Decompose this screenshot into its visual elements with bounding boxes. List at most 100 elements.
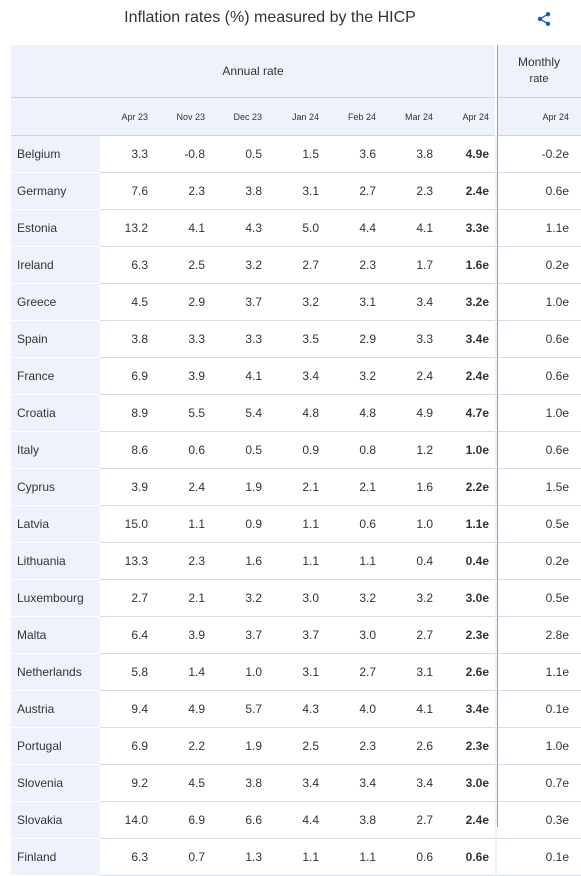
latest-annual-rate-cell: 2.3e: [439, 616, 498, 654]
monthly-rate-cell: 0.1e: [496, 838, 581, 876]
annual-rate-cell: 4.3: [268, 690, 325, 728]
annual-rate-cell: 5.0: [268, 209, 325, 247]
annual-rate-cell: 6.3: [100, 838, 154, 876]
table-row: Malta 6.4 3.9 3.7 3.7 3.0 2.7 2.3e 2.8e: [11, 616, 581, 654]
annual-rate-cell: 0.5: [211, 135, 268, 173]
annual-rate-cell: 3.3: [211, 320, 268, 358]
table-row: Italy 8.6 0.6 0.5 0.9 0.8 1.2 1.0e 0.6e: [11, 431, 581, 469]
table-row: Slovenia 9.2 4.5 3.8 3.4 3.4 3.4 3.0e 0.7e: [11, 764, 581, 802]
country-cell: Latvia: [11, 505, 100, 543]
annual-rate-cell: 2.9: [325, 320, 382, 358]
latest-annual-rate-cell: 4.7e: [439, 394, 498, 432]
column-header-monthly-date: Apr 24: [496, 97, 581, 136]
annual-rate-cell: 1.1: [268, 542, 325, 580]
annual-rate-cell: 4.9: [382, 394, 439, 432]
annual-rate-cell: 0.8: [325, 431, 382, 469]
annual-rate-cell: 3.9: [154, 616, 211, 654]
annual-rate-cell: 2.1: [325, 468, 382, 506]
table-row: France 6.9 3.9 4.1 3.4 3.2 2.4 2.4e 0.6e: [11, 357, 581, 395]
annual-rate-label: Annual rate: [222, 64, 284, 78]
table-row: Greece 4.5 2.9 3.7 3.2 3.1 3.4 3.2e 1.0e: [11, 283, 581, 321]
annual-rate-cell: 4.8: [268, 394, 325, 432]
monthly-rate-cell: 0.3e: [496, 801, 581, 839]
annual-rate-cell: 2.4: [382, 357, 439, 395]
latest-annual-rate-cell: 4.9e: [439, 135, 498, 173]
annual-rate-cell: 6.3: [100, 246, 154, 284]
annual-rate-cell: 2.3: [154, 542, 211, 580]
annual-rate-cell: 6.6: [211, 801, 268, 839]
monthly-rate-cell: 0.1e: [496, 690, 581, 728]
table-row: Belgium 3.3 -0.8 0.5 1.5 3.6 3.8 4.9e -0.2e: [11, 135, 581, 173]
annual-rate-cell: 2.3: [382, 172, 439, 210]
country-cell: Slovenia: [11, 764, 100, 802]
annual-rate-cell: 3.4: [382, 764, 439, 802]
annual-rate-cell: 3.2: [325, 357, 382, 395]
annual-rate-cell: 8.6: [100, 431, 154, 469]
page-title: Inflation rates (%) measured by the HICP: [124, 9, 416, 26]
monthly-rate-cell: 1.0e: [496, 394, 581, 432]
monthly-rate-label-line1: Monthly: [518, 55, 561, 69]
annual-rate-cell: 9.4: [100, 690, 154, 728]
annual-rate-cell: 8.9: [100, 394, 154, 432]
annual-rate-cell: 13.3: [100, 542, 154, 580]
annual-rate-cell: 1.1: [325, 838, 382, 876]
country-cell: Lithuania: [11, 542, 100, 580]
column-separator: [497, 45, 498, 827]
annual-rate-cell: 3.4: [268, 357, 325, 395]
annual-rate-cell: 6.9: [100, 357, 154, 395]
latest-annual-rate-cell: 2.2e: [439, 468, 498, 506]
latest-annual-rate-cell: 3.2e: [439, 283, 498, 321]
latest-annual-rate-cell: 2.4e: [439, 172, 498, 210]
annual-rate-cell: 1.1: [268, 505, 325, 543]
monthly-rate-cell: 0.5e: [496, 579, 581, 617]
annual-rate-cell: -0.8: [154, 135, 211, 173]
annual-rate-cell: 3.8: [100, 320, 154, 358]
latest-annual-rate-cell: 2.4e: [439, 801, 498, 839]
country-cell: Netherlands: [11, 653, 100, 691]
annual-rate-cell: 3.2: [211, 579, 268, 617]
share-icon[interactable]: [536, 11, 552, 27]
country-cell: Portugal: [11, 727, 100, 765]
annual-rate-cell: 15.0: [100, 505, 154, 543]
monthly-rate-cell: 1.1e: [496, 653, 581, 691]
country-cell: Belgium: [11, 135, 100, 173]
monthly-rate-label-line2: rate: [529, 73, 549, 85]
annual-rate-cell: 3.8: [211, 172, 268, 210]
latest-annual-rate-cell: 0.6e: [439, 838, 498, 876]
annual-rate-cell: 4.1: [211, 357, 268, 395]
country-column-header: [11, 97, 100, 136]
annual-rate-cell: 1.6: [382, 468, 439, 506]
annual-rate-header: Annual rate: [11, 45, 498, 98]
table-row: Finland 6.3 0.7 1.3 1.1 1.1 0.6 0.6e 0.1e: [11, 838, 581, 876]
annual-rate-cell: 3.9: [154, 357, 211, 395]
country-cell: Malta: [11, 616, 100, 654]
monthly-rate-cell: 2.8e: [496, 616, 581, 654]
annual-rate-cell: 2.9: [154, 283, 211, 321]
annual-rate-cell: 9.2: [100, 764, 154, 802]
annual-rate-cell: 1.1: [268, 838, 325, 876]
annual-rate-cell: 0.5: [211, 431, 268, 469]
annual-rate-cell: 6.9: [100, 727, 154, 765]
table-row: Slovakia 14.0 6.9 6.6 4.4 3.8 2.7 2.4e 0.3e: [11, 801, 581, 839]
annual-rate-cell: 3.4: [382, 283, 439, 321]
annual-rate-cell: 4.5: [154, 764, 211, 802]
annual-rate-cell: 2.7: [382, 616, 439, 654]
annual-rate-cell: 2.7: [325, 172, 382, 210]
annual-rate-cell: 6.9: [154, 801, 211, 839]
annual-rate-cell: 2.7: [100, 579, 154, 617]
annual-rate-cell: 4.4: [268, 801, 325, 839]
annual-rate-cell: 2.5: [268, 727, 325, 765]
annual-rate-cell: 4.1: [154, 209, 211, 247]
annual-rate-cell: 3.3: [382, 320, 439, 358]
annual-rate-cell: 0.7: [154, 838, 211, 876]
annual-rate-cell: 3.9: [100, 468, 154, 506]
annual-rate-cell: 2.7: [382, 801, 439, 839]
annual-rate-cell: 3.8: [325, 801, 382, 839]
annual-rate-cell: 2.1: [268, 468, 325, 506]
table-row: Austria 9.4 4.9 5.7 4.3 4.0 4.1 3.4e 0.1e: [11, 690, 581, 728]
annual-rate-cell: 3.2: [211, 246, 268, 284]
monthly-rate-cell: 1.0e: [496, 727, 581, 765]
annual-rate-cell: 5.4: [211, 394, 268, 432]
column-header-date: Apr 23: [100, 97, 154, 136]
annual-rate-cell: 1.0: [211, 653, 268, 691]
